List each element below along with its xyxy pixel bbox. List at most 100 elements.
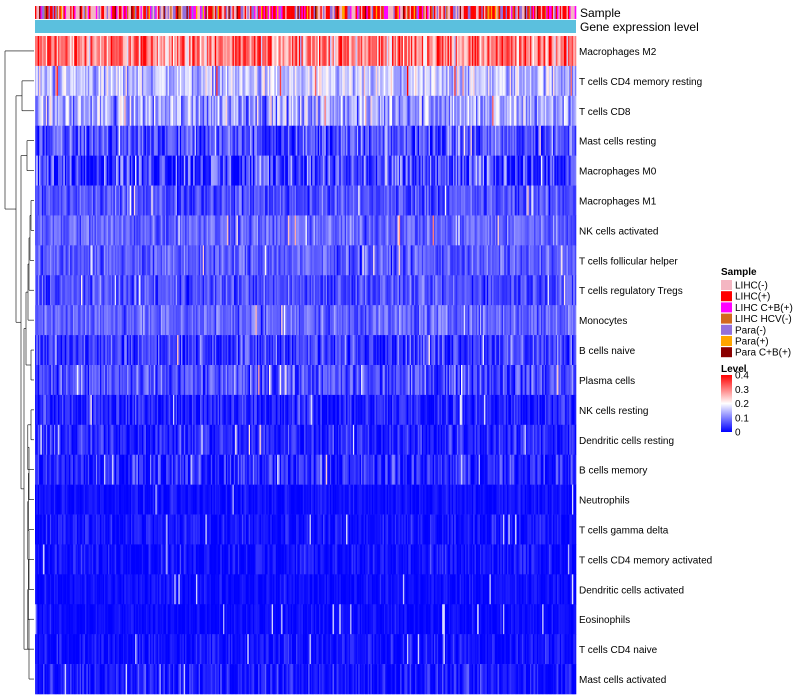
heatmap-cell (160, 335, 163, 366)
heatmap-cell (36, 275, 38, 306)
heatmap-cell (516, 215, 519, 246)
heatmap-cell (87, 65, 90, 97)
heatmap-cell (462, 245, 465, 276)
heatmap-cell (450, 65, 452, 97)
heatmap-cell (212, 36, 214, 67)
heatmap-cell (411, 36, 413, 67)
heatmap-cell (492, 215, 494, 246)
heatmap-cell (160, 36, 163, 67)
heatmap-cell (190, 36, 193, 67)
heatmap-cell (416, 215, 419, 246)
heatmap-cell (83, 245, 86, 276)
heatmap-cell (90, 305, 93, 336)
heatmap-cell (168, 125, 171, 156)
heatmap-cell (378, 95, 381, 127)
heatmap-cell (210, 305, 213, 336)
heatmap-cell (381, 95, 383, 127)
heatmap-cell (435, 125, 437, 156)
heatmap-cell (539, 65, 542, 97)
heatmap-cell (542, 155, 544, 186)
heatmap-cell (455, 125, 458, 156)
heatmap-cell (465, 125, 467, 156)
heatmap-cell (268, 245, 271, 276)
heatmap-cell (158, 215, 160, 246)
heatmap-cell (532, 125, 535, 156)
heatmap-cell (37, 305, 40, 336)
heatmap-cell (389, 305, 392, 336)
heatmap-cell (377, 36, 379, 67)
heatmap-cell (462, 65, 465, 97)
heatmap-cell (45, 125, 48, 156)
heatmap-cell (442, 275, 444, 306)
heatmap-cell (224, 65, 226, 97)
heatmap-cell (525, 155, 528, 186)
heatmap-cell (283, 185, 286, 216)
heatmap-cell (260, 95, 263, 127)
heatmap-cell (35, 275, 37, 306)
heatmap-cell (264, 335, 267, 366)
heatmap-cell (108, 65, 110, 97)
heatmap-cell (209, 36, 212, 67)
heatmap-cell (182, 275, 185, 306)
heatmap-cell (98, 155, 101, 186)
heatmap-cell (250, 275, 252, 306)
heatmap-cell (550, 185, 552, 216)
heatmap-cell (85, 125, 87, 156)
heatmap-cell (519, 65, 521, 97)
heatmap-cell (563, 215, 566, 246)
heatmap-cell (416, 36, 419, 67)
heatmap-cell (551, 36, 554, 67)
heatmap-cell (486, 155, 489, 186)
heatmap-cell (574, 155, 577, 186)
heatmap-cell (571, 125, 574, 156)
heatmap-cell (121, 275, 124, 306)
heatmap-cell (412, 155, 414, 186)
heatmap-cell (317, 185, 320, 216)
heatmap-cell (220, 95, 222, 127)
heatmap-cell (43, 335, 45, 366)
heatmap-cell (531, 245, 534, 276)
heatmap-cell (141, 215, 144, 246)
heatmap-cell (293, 215, 295, 246)
heatmap-cell (287, 125, 290, 156)
heatmap-cell (171, 185, 174, 216)
heatmap-cell (420, 275, 423, 306)
heatmap-cell (220, 305, 222, 336)
heatmap-cell (243, 305, 245, 336)
heatmap-cell (114, 215, 117, 246)
heatmap-cell (223, 185, 225, 216)
heatmap-cell (182, 95, 185, 127)
heatmap-cell (396, 155, 398, 186)
heatmap-cell (59, 155, 61, 186)
heatmap-cell (201, 95, 204, 127)
heatmap-cell (70, 305, 72, 336)
heatmap-cell (182, 335, 185, 366)
heatmap-cell (520, 125, 523, 156)
heatmap-cell (204, 245, 206, 276)
heatmap-cell (110, 245, 113, 276)
heatmap-cell (194, 185, 197, 216)
heatmap-cell (343, 245, 346, 276)
heatmap-cell (171, 36, 174, 67)
heatmap-cell (374, 275, 377, 306)
heatmap-cell (93, 36, 95, 67)
heatmap-cell (402, 215, 405, 246)
heatmap-cell (486, 65, 489, 97)
heatmap-cell (41, 125, 44, 156)
heatmap-cell (473, 155, 475, 186)
heatmap-cell (535, 245, 538, 276)
heatmap-cell (178, 65, 181, 97)
heatmap-cell (573, 95, 575, 127)
heatmap-cell (267, 275, 270, 306)
heatmap-cell (244, 185, 247, 216)
heatmap-cell (224, 245, 226, 276)
heatmap-cell (569, 305, 571, 336)
heatmap-cell (240, 36, 243, 67)
heatmap-cell (507, 65, 509, 97)
heatmap-cell (500, 275, 502, 306)
heatmap-cell (78, 305, 80, 336)
heatmap-cell (558, 305, 561, 336)
heatmap-cell (177, 215, 179, 246)
heatmap-cell (44, 335, 47, 366)
heatmap-cell (340, 245, 343, 276)
